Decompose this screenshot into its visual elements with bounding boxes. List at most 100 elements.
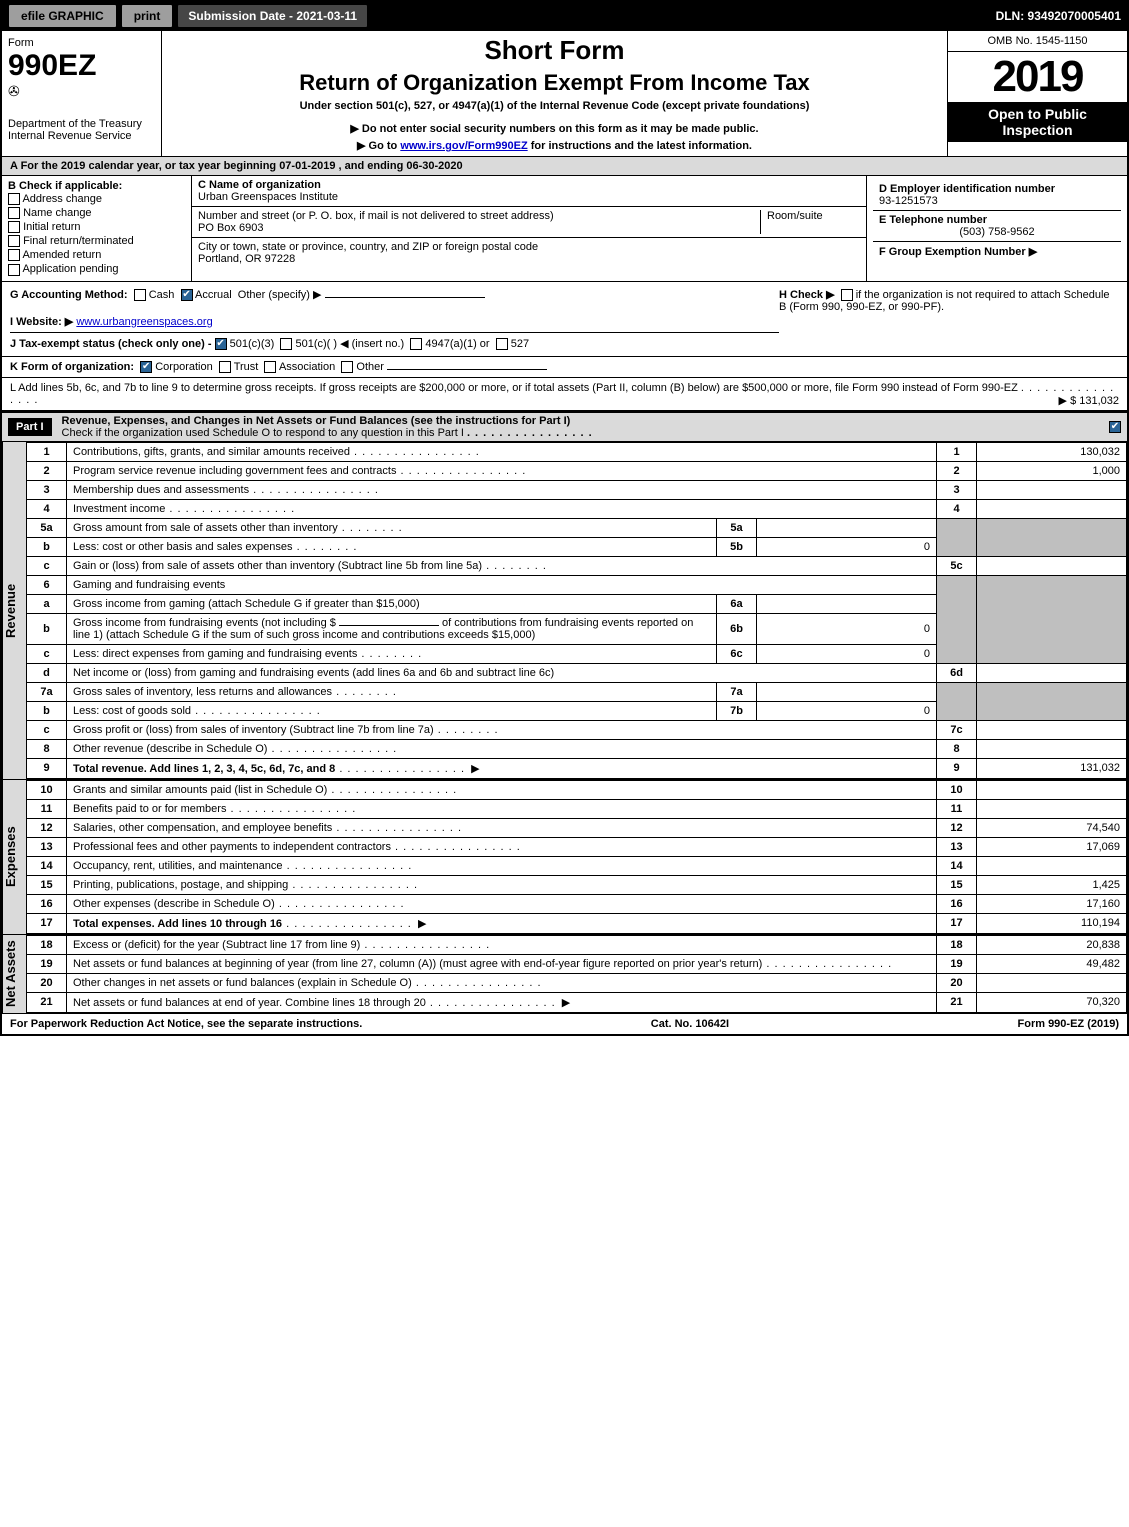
chk-cash[interactable]: [134, 289, 146, 301]
line-17: 17Total expenses. Add lines 10 through 1…: [27, 913, 1127, 933]
line-15: 15Printing, publications, postage, and s…: [27, 875, 1127, 894]
topbar: efile GRAPHIC print Submission Date - 20…: [2, 2, 1127, 30]
header-left: Form 990EZ ✇ Department of the Treasury …: [2, 31, 162, 156]
l-row: L Add lines 5b, 6c, and 7b to line 9 to …: [2, 378, 1127, 412]
org-name: Urban Greenspaces Institute: [198, 191, 338, 203]
line-3: 3Membership dues and assessments3: [27, 480, 1127, 499]
j-label: J Tax-exempt status (check only one) -: [10, 338, 212, 350]
c-name-label: C Name of organization: [198, 179, 321, 191]
expenses-label: Expenses: [2, 780, 26, 934]
line-2: 2Program service revenue including gover…: [27, 461, 1127, 480]
chk-4947[interactable]: [410, 338, 422, 350]
line-12: 12Salaries, other compensation, and empl…: [27, 818, 1127, 837]
gh-right: H Check ▶ if the organization is not req…: [779, 288, 1119, 350]
under-section: Under section 501(c), 527, or 4947(a)(1)…: [172, 100, 937, 112]
l-text: L Add lines 5b, 6c, and 7b to line 9 to …: [10, 382, 1018, 394]
line-21: 21Net assets or fund balances at end of …: [27, 992, 1127, 1012]
page-footer: For Paperwork Reduction Act Notice, see …: [2, 1014, 1127, 1034]
chk-501c3[interactable]: ✔: [215, 338, 227, 350]
form-header: Form 990EZ ✇ Department of the Treasury …: [2, 30, 1127, 156]
col-d-ids: D Employer identification number 93-1251…: [867, 176, 1127, 281]
chk-initial-return[interactable]: Initial return: [8, 220, 185, 234]
part1-label: Part I: [8, 418, 52, 436]
e-label: E Telephone number: [879, 214, 987, 226]
chk-corp[interactable]: ✔: [140, 361, 152, 373]
d-label: D Employer identification number: [879, 183, 1055, 195]
line-6d: dNet income or (loss) from gaming and fu…: [27, 663, 1127, 682]
expenses-section: Expenses 10Grants and similar amounts pa…: [2, 780, 1127, 935]
line-16: 16Other expenses (describe in Schedule O…: [27, 894, 1127, 913]
chk-final-return[interactable]: Final return/terminated: [8, 234, 185, 248]
chk-trust[interactable]: [219, 361, 231, 373]
line-13: 13Professional fees and other payments t…: [27, 837, 1127, 856]
netassets-table: 18Excess or (deficit) for the year (Subt…: [26, 935, 1127, 1013]
part1-subtitle: Check if the organization used Schedule …: [62, 427, 464, 439]
footer-left: For Paperwork Reduction Act Notice, see …: [10, 1018, 362, 1030]
line-7a: 7aGross sales of inventory, less returns…: [27, 682, 1127, 701]
efile-button[interactable]: efile GRAPHIC: [8, 4, 117, 28]
chk-h[interactable]: [841, 289, 853, 301]
return-title: Return of Organization Exempt From Incom…: [172, 70, 937, 96]
open-to-public: Open to Public Inspection: [948, 102, 1127, 142]
footer-formref: Form 990-EZ (2019): [1018, 1018, 1120, 1030]
c-city-label: City or town, state or province, country…: [198, 241, 538, 253]
f-label: F Group Exemption Number ▶: [879, 246, 1037, 258]
k-row: K Form of organization: ✔ Corporation Tr…: [2, 357, 1127, 378]
goto-link: ▶ Go to www.irs.gov/Form990EZ for instru…: [172, 139, 937, 152]
no-ssn-note: ▶ Do not enter social security numbers o…: [172, 122, 937, 135]
line-11: 11Benefits paid to or for members11: [27, 799, 1127, 818]
line-5a: 5aGross amount from sale of assets other…: [27, 518, 1127, 537]
k-label: K Form of organization:: [10, 361, 134, 373]
print-button[interactable]: print: [121, 4, 174, 28]
h-label: H Check ▶: [779, 289, 835, 301]
line-14: 14Occupancy, rent, utilities, and mainte…: [27, 856, 1127, 875]
dept-label: Department of the Treasury: [8, 118, 155, 130]
part1-title: Revenue, Expenses, and Changes in Net As…: [62, 415, 571, 427]
line-1: 1Contributions, gifts, grants, and simil…: [27, 442, 1127, 461]
line-20: 20Other changes in net assets or fund ba…: [27, 973, 1127, 992]
tax-year: 2019: [948, 52, 1127, 102]
col-b-checks: B Check if applicable: Address change Na…: [2, 176, 192, 281]
b-label: B Check if applicable:: [8, 180, 122, 192]
revenue-label: Revenue: [2, 442, 26, 779]
revenue-table: 1Contributions, gifts, grants, and simil…: [26, 442, 1127, 779]
g-label: G Accounting Method:: [10, 289, 128, 301]
line-6: 6Gaming and fundraising events: [27, 575, 1127, 594]
c-street-label: Number and street (or P. O. box, if mail…: [198, 210, 554, 222]
header-right: OMB No. 1545-1150 2019 Open to Public In…: [947, 31, 1127, 156]
chk-501c[interactable]: [280, 338, 292, 350]
website-link[interactable]: www.urbangreenspaces.org: [76, 316, 212, 328]
chk-accrual[interactable]: ✔: [181, 289, 193, 301]
chk-schedule-o[interactable]: ✔: [1109, 421, 1121, 433]
expenses-table: 10Grants and similar amounts paid (list …: [26, 780, 1127, 934]
chk-name-change[interactable]: Name change: [8, 206, 185, 220]
netassets-section: Net Assets 18Excess or (deficit) for the…: [2, 935, 1127, 1014]
i-label: I Website: ▶: [10, 316, 73, 328]
netassets-label: Net Assets: [2, 935, 26, 1013]
header-mid: Short Form Return of Organization Exempt…: [162, 31, 947, 156]
dln-label: DLN: 93492070005401: [996, 9, 1121, 23]
footer-catno: Cat. No. 10642I: [651, 1018, 729, 1030]
line-10: 10Grants and similar amounts paid (list …: [27, 780, 1127, 799]
form-label: Form: [8, 37, 155, 49]
chk-amended-return[interactable]: Amended return: [8, 248, 185, 262]
part1-header: Part I Revenue, Expenses, and Changes in…: [2, 412, 1127, 442]
chk-527[interactable]: [496, 338, 508, 350]
year-row: A For the 2019 calendar year, or tax yea…: [2, 156, 1127, 176]
ein: 93-1251573: [879, 195, 938, 207]
chk-assoc[interactable]: [264, 361, 276, 373]
irs-link[interactable]: www.irs.gov/Form990EZ: [400, 140, 527, 152]
l-amount: ▶ $ 131,032: [1059, 394, 1119, 407]
chk-other-org[interactable]: [341, 361, 353, 373]
omb-number: OMB No. 1545-1150: [948, 31, 1127, 52]
form-number: 990EZ: [8, 49, 155, 83]
gh-block: G Accounting Method: Cash ✔ Accrual Othe…: [2, 282, 1127, 357]
c-room-label: Room/suite: [767, 210, 823, 222]
chk-address-change[interactable]: Address change: [8, 192, 185, 206]
form-990ez-page: efile GRAPHIC print Submission Date - 20…: [0, 0, 1129, 1036]
gh-left: G Accounting Method: Cash ✔ Accrual Othe…: [10, 288, 779, 350]
submission-button[interactable]: Submission Date - 2021-03-11: [177, 4, 368, 28]
chk-application-pending[interactable]: Application pending: [8, 262, 185, 276]
org-info-block: B Check if applicable: Address change Na…: [2, 176, 1127, 282]
line-8: 8Other revenue (describe in Schedule O)8: [27, 739, 1127, 758]
